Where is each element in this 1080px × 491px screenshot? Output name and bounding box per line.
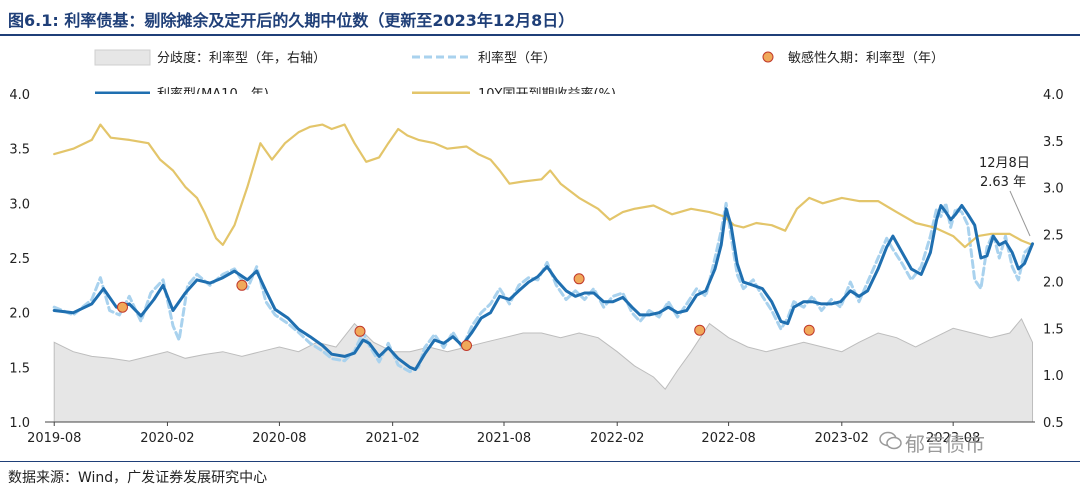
x-tick-label: 2021-02 xyxy=(365,431,419,446)
y-left-tick-label: 1.5 xyxy=(9,361,30,376)
y-right-tick-label: 2.0 xyxy=(1043,275,1064,290)
x-tick-label: 2023-08 xyxy=(926,431,980,446)
x-tick-label: 2022-02 xyxy=(590,431,644,446)
footer-divider xyxy=(0,461,1080,462)
sensitive-duration-point xyxy=(461,340,472,351)
annotation-pointer xyxy=(1009,190,1031,237)
annotation: 12月8日 2.63 年 xyxy=(979,156,1031,237)
y-right-tick-label: 2.5 xyxy=(1043,229,1064,244)
sensitive-duration-point xyxy=(236,279,248,291)
y-left-tick-label: 4.0 xyxy=(9,88,30,103)
x-tick-label: 2021-08 xyxy=(477,431,531,446)
y-right-tick-label: 1.0 xyxy=(1043,369,1064,384)
watermark: 郁言债市 xyxy=(905,432,985,456)
annotation-value: 2.63 年 xyxy=(980,175,1026,190)
sensitive-duration-point xyxy=(354,325,366,337)
x-tick-label: 2020-08 xyxy=(252,431,306,446)
y-right-tick-label: 4.0 xyxy=(1043,88,1064,103)
legend-swatch-dispersion xyxy=(94,49,151,66)
x-tick-label: 2020-02 xyxy=(140,431,194,446)
x-tick-label: 2022-08 xyxy=(701,431,755,446)
sensitive-duration-point xyxy=(694,324,706,336)
y-right-tick-label: 1.5 xyxy=(1043,322,1064,337)
legend-label-dispersion: 分歧度：利率型（年，右轴） xyxy=(157,50,326,66)
y-right-tick-label: 0.5 xyxy=(1043,416,1064,431)
chart-title: 图6.1: 利率债基：剔除摊余及定开后的久期中位数（更新至2023年12月8日） xyxy=(8,7,574,31)
y-left-tick-label: 1.0 xyxy=(9,416,30,431)
y-left-tick-label: 2.5 xyxy=(9,252,30,267)
y-right-tick-label: 3.5 xyxy=(1043,135,1064,150)
title-text: 利率债基：剔除摊余及定开后的久期中位数（更新至2023年12月8日） xyxy=(64,11,575,30)
annotation-date: 12月8日 xyxy=(979,156,1030,171)
series-yield-line xyxy=(53,123,1034,249)
legend-label-weekly: 利率型（年） xyxy=(478,50,556,66)
wechat-icon xyxy=(879,431,902,450)
sensitive-duration-point xyxy=(573,273,585,285)
series-ma10-line xyxy=(52,204,1034,371)
chart: 分歧度：利率型（年，右轴） 利率型（年） 敏感性久期：利率型（年） 利率型(MA… xyxy=(9,49,1064,446)
y-right-tick-label: 3.0 xyxy=(1043,182,1064,197)
x-tick-label: 2023-02 xyxy=(815,431,869,446)
plot-area: 2019-08 2020-02 2020-08 2021-02 2021-08 2022-… xyxy=(9,88,1063,446)
title-bar: 图6.1: 利率债基：剔除摊余及定开后的久期中位数（更新至2023年12月8日） xyxy=(0,0,1080,36)
series-dispersion-area xyxy=(53,317,1034,423)
y-left-tick-label: 3.0 xyxy=(9,197,30,212)
sensitive-duration-point xyxy=(117,301,128,313)
sensitive-duration-point xyxy=(803,324,815,336)
data-source: 数据来源：Wind，广发证券发展研究中心 xyxy=(8,470,268,486)
y-left-tick-label: 3.5 xyxy=(9,143,30,158)
legend-label-sensitive: 敏感性久期：利率型（年） xyxy=(788,50,944,66)
x-tick-label: 2019-08 xyxy=(27,431,81,446)
legend-swatch-sensitive xyxy=(762,51,774,63)
figure-number: 图6.1: xyxy=(8,11,59,30)
y-left-tick-label: 2.0 xyxy=(9,307,30,322)
